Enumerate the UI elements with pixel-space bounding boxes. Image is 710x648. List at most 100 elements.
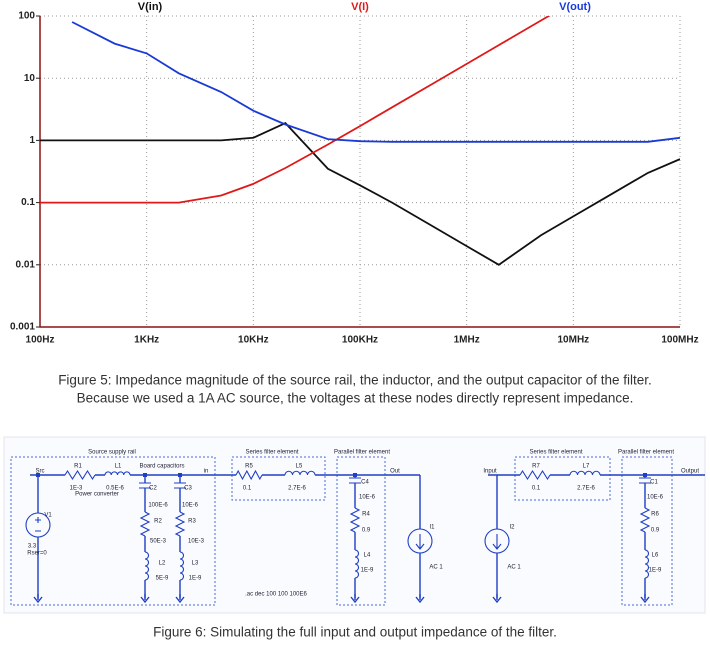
junction <box>178 473 182 477</box>
inductor <box>104 471 131 476</box>
box <box>514 456 611 501</box>
schematic-label: C1 <box>650 480 658 486</box>
schematic-label: Out <box>390 469 400 475</box>
junction <box>143 473 147 477</box>
series-line <box>40 16 551 204</box>
y-tick-label: 1 <box>29 135 35 146</box>
schematic-label: Rser=0 <box>27 551 47 557</box>
schematic-label: 10E-6 <box>647 495 664 501</box>
y-tick-label: 10 <box>24 73 36 84</box>
schematic-label: 2.7E-6 <box>577 486 595 492</box>
schematic-label: Series filter element <box>529 450 582 456</box>
legend-label: V(in) <box>138 1 163 13</box>
legend-label: V(I) <box>351 1 369 13</box>
resistor <box>235 469 263 481</box>
schematic-label: 2.7E-6 <box>288 486 306 492</box>
series-line <box>71 21 680 143</box>
schematic-label: 1E-9 <box>361 568 374 574</box>
schematic-label: Source supply rail <box>88 450 136 456</box>
schematic: Source supply rail Src R1 L1 Board capacitor… <box>25 450 705 604</box>
schematic-label: L2 <box>159 561 166 567</box>
schematic-label: Series filter element <box>245 450 298 456</box>
schematic-label: R3 <box>188 519 196 525</box>
schematic-label: Output <box>681 469 699 475</box>
schematic-label: I1 <box>429 525 435 531</box>
schematic-label: 0.1 <box>243 486 252 492</box>
ground <box>33 594 43 604</box>
resistor <box>64 469 96 481</box>
source <box>484 528 510 554</box>
schematic-label: L7 <box>583 464 590 470</box>
schematic-label: 0.1 <box>532 486 541 492</box>
schematic-label: 10E-6 <box>182 503 199 509</box>
caption-line: Because we used a 1A AC source, the volt… <box>77 391 634 406</box>
schematic-label: L6 <box>652 553 659 559</box>
schematic-label: in <box>204 469 209 475</box>
schematic-label: AC 1 <box>429 565 443 571</box>
junction <box>643 473 647 477</box>
axis-frame <box>39 16 680 328</box>
schematic-label: 3.3 <box>28 544 37 550</box>
arrow <box>492 534 502 550</box>
capacitor <box>139 482 151 489</box>
schematic-label: Parallel filter element <box>618 450 674 456</box>
series-line <box>40 122 680 266</box>
inductor <box>354 549 360 579</box>
schematic-label: R7 <box>532 464 540 470</box>
schematic-label: Power converter <box>75 492 119 498</box>
schematic-label: C3 <box>184 486 192 492</box>
schematic-label: 100E-6 <box>148 503 168 509</box>
schematic-label: R2 <box>154 519 162 525</box>
junction <box>36 473 40 477</box>
arrow <box>415 534 425 550</box>
y-tick-label: 0.1 <box>21 197 35 208</box>
x-tick-label: 100KHz <box>342 335 378 346</box>
schematic-label: .ac dec 100 100 100E6 <box>245 592 307 598</box>
legend-label: V(out) <box>559 1 591 13</box>
resistor <box>639 507 651 533</box>
ground <box>175 594 185 604</box>
x-tick-label: 100MHz <box>661 335 698 346</box>
schematic-label: 0.9 <box>651 528 660 534</box>
inductor <box>144 551 150 581</box>
y-tick-label: 100 <box>18 11 35 22</box>
box <box>621 456 673 606</box>
schematic-label: L1 <box>115 464 122 470</box>
inductor <box>284 470 316 476</box>
x-tick-label: 1MHz <box>454 335 480 346</box>
schematic-label: 10E-6 <box>359 495 376 501</box>
x-tick-label: 100Hz <box>26 335 55 346</box>
schematic-label: R1 <box>74 464 82 470</box>
source <box>25 512 51 538</box>
wire <box>30 474 215 598</box>
schematic-label: C4 <box>361 480 369 486</box>
x-tick-label: 10MHz <box>557 335 589 346</box>
caption-line: Figure 5: Impedance magnitude of the sou… <box>58 373 652 388</box>
capacitor <box>174 482 186 489</box>
schematic-label: I2 <box>509 525 515 531</box>
schematic-label: L5 <box>296 464 303 470</box>
source <box>407 528 433 554</box>
schematic-label: R6 <box>651 512 659 518</box>
ground <box>350 594 360 604</box>
ground <box>640 594 650 604</box>
capacitor <box>349 477 361 484</box>
y-tick-label: 0.01 <box>16 259 36 270</box>
ground <box>140 594 150 604</box>
resistor <box>174 511 186 537</box>
schematic-label: Parallel filter element <box>334 450 390 456</box>
schematic-boxes <box>10 456 673 606</box>
ground <box>492 594 502 604</box>
schematic-label: Board capacitors <box>139 464 184 470</box>
junction <box>353 473 357 477</box>
schematic-label: Input <box>483 469 497 475</box>
schematic-label: L4 <box>364 553 371 559</box>
box <box>336 456 386 606</box>
figure5-caption: Figure 5: Impedance magnitude of the sou… <box>58 373 652 406</box>
schematic-label: C2 <box>149 486 157 492</box>
source-sign <box>35 517 41 532</box>
schematic-label: 1E-9 <box>649 568 662 574</box>
inductor <box>179 551 185 581</box>
schematic-label: 1E-3 <box>70 486 83 492</box>
